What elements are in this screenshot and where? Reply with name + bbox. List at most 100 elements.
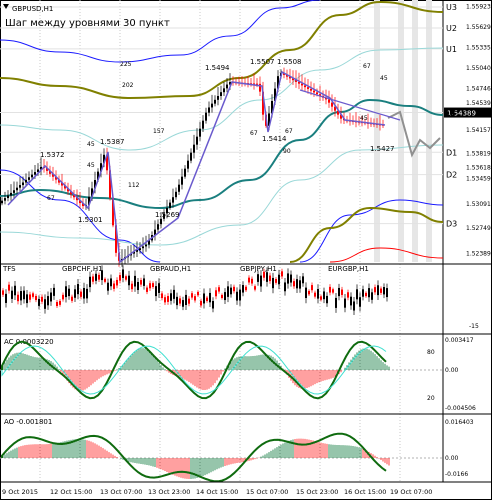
pair-candle-body <box>284 282 286 292</box>
candle-body <box>115 225 117 253</box>
pair-candle-body <box>299 280 301 289</box>
pair-candle-body <box>161 293 163 299</box>
pivot-label: 1.5414 <box>262 135 287 143</box>
forecast-stripe <box>398 0 404 262</box>
pair-candle-body <box>260 275 262 287</box>
pair-candle-body <box>359 297 361 307</box>
pair-candle-body <box>275 279 277 283</box>
pair-candle-body <box>185 294 187 306</box>
pair-candle-body <box>86 288 88 299</box>
pair-candle-body <box>356 289 358 300</box>
pairs-axis-label: -15 <box>469 323 479 330</box>
pair-candle-body <box>326 295 328 304</box>
pair-candle-body <box>11 290 13 299</box>
candle-body <box>289 76 291 79</box>
candle-body <box>4 198 6 201</box>
pair-candle-body <box>167 296 169 302</box>
candle-body <box>301 83 303 86</box>
ac-level-80: 80 <box>427 349 435 356</box>
pair-candle-body <box>293 281 295 287</box>
candle-body <box>283 73 285 75</box>
pair-candle-body <box>209 292 211 303</box>
pair-candle-body <box>23 290 25 300</box>
candle-body <box>223 88 225 93</box>
segment-label: 202 <box>122 82 134 89</box>
candle-body <box>262 91 264 115</box>
candle-body <box>160 218 162 225</box>
time-label: 12 Oct 15:00 <box>50 488 92 496</box>
pivot-label: 1.5508 <box>277 58 302 66</box>
ao-axis-zero: 0.00 <box>445 455 459 462</box>
ac-axis-top: 0.003417 <box>445 337 474 344</box>
pair-candle-body <box>257 274 259 282</box>
pair-candle-body <box>224 292 226 301</box>
candle-body <box>220 92 222 96</box>
time-label: 19 Oct 07:00 <box>390 488 432 496</box>
segment-label: 45 <box>380 75 388 82</box>
pivot-label: 1.5372 <box>40 151 65 159</box>
candle-body <box>145 244 147 247</box>
pair-candle-body <box>350 296 352 306</box>
pairs-window-title: TFS <box>2 265 16 273</box>
pair-candle-body <box>59 300 61 305</box>
candle-body <box>334 106 336 111</box>
candle-body <box>295 80 297 82</box>
pair-candle-body <box>263 271 265 278</box>
pair-candle-body <box>305 287 307 299</box>
ao-axis-bottom: -0.0166 <box>445 471 468 478</box>
candle-body <box>163 213 165 219</box>
pair-candle-body <box>119 275 121 281</box>
candle-body <box>214 99 216 104</box>
pair-candle-body <box>95 273 97 281</box>
candle-body <box>157 224 159 230</box>
pair-candle-body <box>149 283 151 289</box>
level-label-d1: D1 <box>446 148 457 157</box>
ao-histogram <box>2 438 390 479</box>
forecast-stripe <box>374 0 380 262</box>
candle-body <box>292 78 294 81</box>
candle-body <box>250 83 252 85</box>
time-label: 15 Oct 07:00 <box>246 488 288 496</box>
candle-body <box>142 246 144 249</box>
time-label: 16 Oct 15:00 <box>344 488 386 496</box>
pair-candle-body <box>92 276 94 282</box>
candle-body <box>91 188 93 197</box>
pair-label: EURGBP,H1 <box>328 265 369 273</box>
candle-body <box>76 197 78 201</box>
segment-label: 67 <box>250 130 258 137</box>
pair-candle-body <box>296 279 298 289</box>
candle-body <box>25 179 27 183</box>
level-label-u1: U1 <box>446 45 457 54</box>
candle-body <box>31 174 33 178</box>
pair-candle-body <box>371 292 373 300</box>
candle-body <box>307 87 309 89</box>
time-label: 14 Oct 15:00 <box>196 488 238 496</box>
pair-candle-body <box>2 290 4 295</box>
candle-body <box>184 168 186 177</box>
pair-candle-body <box>152 283 154 287</box>
ac-axis-bottom: -0.004506 <box>445 405 476 412</box>
candle-body <box>337 110 339 115</box>
candle-body <box>37 169 39 173</box>
band-blue-lower-right <box>299 199 444 263</box>
candle-body <box>211 103 213 108</box>
ma-teal <box>0 98 444 210</box>
pair-candle-body <box>221 294 223 299</box>
candle-body <box>67 188 69 192</box>
candle-body <box>259 83 261 92</box>
segment-label: 45 <box>360 115 368 122</box>
projection-line <box>299 89 401 121</box>
pair-candle-body <box>308 290 310 295</box>
pair-label: GBPJPY,H1 <box>240 265 277 273</box>
pair-candle-body <box>89 276 91 288</box>
ac-histogram <box>2 348 390 391</box>
pair-candle-body <box>338 287 340 297</box>
candle-body <box>52 173 54 177</box>
pair-candle-body <box>98 274 100 280</box>
ac-level-20: 20 <box>427 395 435 402</box>
candle-body <box>139 248 141 250</box>
pair-candle-body <box>227 286 229 297</box>
candle-body <box>133 251 135 254</box>
pair-candle-body <box>110 278 112 287</box>
pivot-label: 1.5507 <box>250 58 275 66</box>
